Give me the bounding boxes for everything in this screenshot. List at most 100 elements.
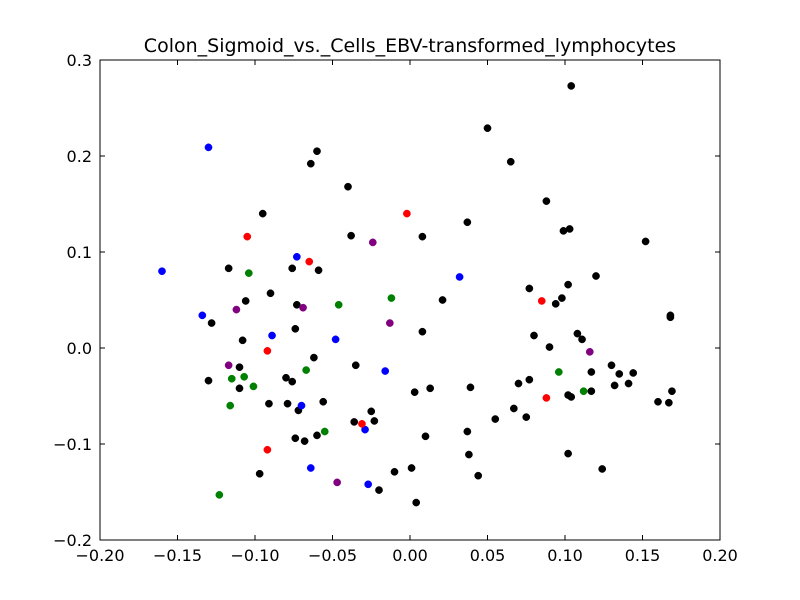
scatter-point xyxy=(263,347,272,355)
scatter-point xyxy=(554,368,563,376)
scatter-point xyxy=(351,361,360,370)
scatter-point xyxy=(243,232,252,241)
scatter-point xyxy=(344,182,352,191)
scatter-point xyxy=(551,299,560,308)
scatter-point xyxy=(215,491,224,499)
x-tick-label: −0.20 xyxy=(75,546,124,565)
scatter-point xyxy=(654,397,662,406)
scatter-point xyxy=(506,157,515,166)
scatter-point xyxy=(579,387,588,396)
scatter-point xyxy=(283,399,292,408)
scatter-point xyxy=(542,394,551,402)
scatter-point xyxy=(522,413,531,421)
scatter-point xyxy=(578,335,586,344)
y-tick-label: −0.1 xyxy=(53,435,92,454)
scatter-point xyxy=(282,373,290,382)
scatter-point xyxy=(474,471,483,480)
scatter-point xyxy=(288,264,297,273)
scatter-point xyxy=(381,367,390,375)
scatter-point xyxy=(235,384,244,393)
scatter-point xyxy=(407,464,416,472)
x-tick-label: 0.10 xyxy=(547,546,583,565)
scatter-point xyxy=(347,231,355,240)
scatter-point xyxy=(607,361,616,370)
scatter-point xyxy=(463,218,472,227)
scatter-point xyxy=(313,147,321,156)
scatter-point xyxy=(300,437,309,445)
y-tick-label: 0.1 xyxy=(67,243,92,262)
y-tick-label: −0.2 xyxy=(53,531,92,550)
x-tick-label: −0.05 xyxy=(308,546,357,565)
scatter-point xyxy=(299,303,307,312)
scatter-point xyxy=(258,209,267,218)
scatter-point xyxy=(293,252,301,261)
scatter-point xyxy=(666,313,675,322)
scatter-point xyxy=(241,297,250,305)
scatter-point xyxy=(587,387,596,396)
scatter-point xyxy=(240,372,248,381)
scatter-point xyxy=(198,311,207,320)
scatter-point xyxy=(558,294,566,302)
scatter-point xyxy=(224,264,233,273)
x-tick-label: 0.00 xyxy=(392,546,428,565)
x-tick-label: −0.10 xyxy=(230,546,279,565)
scatter-point xyxy=(421,432,430,441)
scatter-point xyxy=(455,273,464,281)
scatter-point xyxy=(668,387,676,396)
scatter-point xyxy=(291,324,300,333)
scatter-point xyxy=(426,384,434,393)
scatter-point xyxy=(297,401,306,410)
scatter-point xyxy=(266,289,275,298)
x-tick-label: 0.15 xyxy=(625,546,661,565)
scatter-point xyxy=(665,398,673,407)
scatter-point xyxy=(545,343,554,351)
scatter-point xyxy=(598,465,607,473)
scatter-point xyxy=(238,336,247,345)
x-tick-label: 0.20 xyxy=(702,546,738,565)
scatter-point xyxy=(403,209,411,218)
scatter-point xyxy=(331,335,340,344)
scatter-point xyxy=(573,329,582,338)
scatter-point xyxy=(466,383,475,392)
scatter-point xyxy=(293,300,301,309)
scatter-point xyxy=(514,379,523,388)
scatter-point xyxy=(350,418,359,426)
scatter-point xyxy=(559,227,568,235)
points-layer xyxy=(158,82,676,507)
scatter-point xyxy=(310,353,318,362)
scatter-point xyxy=(375,486,383,494)
scatter-point xyxy=(313,431,321,440)
scatter-point xyxy=(491,415,500,423)
scatter-point xyxy=(255,469,264,478)
scatter-point xyxy=(302,366,310,374)
scatter-point xyxy=(249,382,258,391)
scatter-point xyxy=(390,467,399,476)
scatter-point xyxy=(567,393,576,401)
scatter-point xyxy=(525,375,534,384)
scatter-point xyxy=(530,331,538,340)
scatter-point xyxy=(227,374,236,383)
scatter-point xyxy=(291,434,300,443)
scatter-point xyxy=(306,159,315,168)
scatter-point xyxy=(305,257,314,266)
scatter-point xyxy=(232,305,241,314)
scatter-point xyxy=(367,407,376,416)
scatter-point xyxy=(263,445,272,454)
scatter-point xyxy=(364,480,372,489)
scatter-point xyxy=(158,267,166,276)
scatter-point xyxy=(641,237,650,246)
scatter-point xyxy=(465,450,473,459)
scatter-point xyxy=(204,376,213,385)
scatter-point xyxy=(412,498,421,507)
scatter-point xyxy=(537,297,546,305)
scatter-point xyxy=(204,143,213,152)
scatter-point xyxy=(387,294,396,302)
chart-title: Colon_Sigmoid_vs._Cells_EBV-transformed_… xyxy=(144,35,676,57)
scatter-point xyxy=(319,397,328,406)
scatter-point xyxy=(358,419,366,428)
scatter-point xyxy=(438,296,447,304)
scatter-point xyxy=(306,464,315,472)
ticks-layer: −0.20 −0.15 −0.10 −0.05 0.00 0.05 0.10 0.15 0.20… xyxy=(53,51,738,565)
scatter-point xyxy=(410,388,419,397)
